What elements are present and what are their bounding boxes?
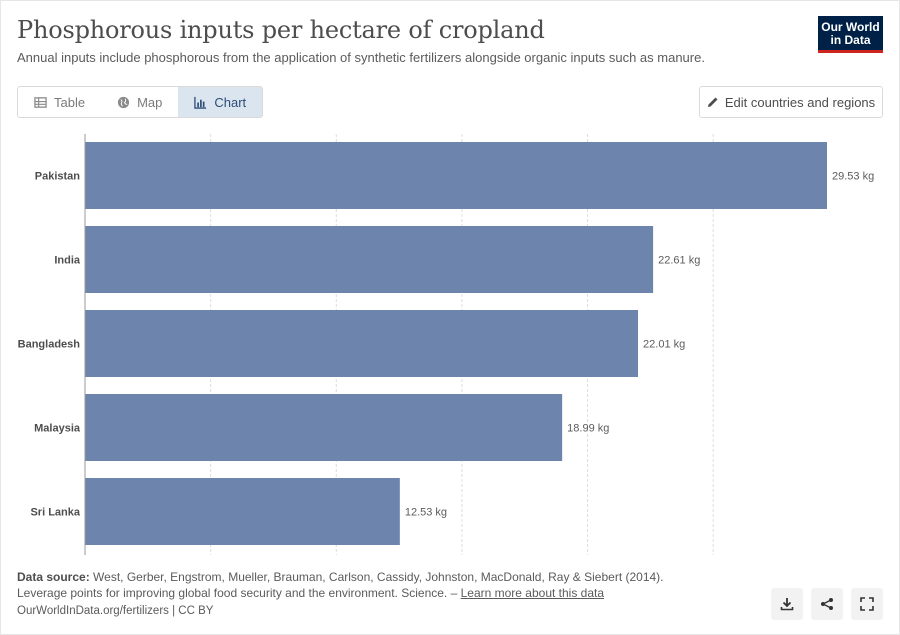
bar-pakistan[interactable] xyxy=(85,142,827,209)
owid-logo[interactable]: Our World in Data xyxy=(818,16,883,53)
logo-line2: in Data xyxy=(830,33,871,47)
value-label: 22.01 kg xyxy=(643,339,685,351)
share-button[interactable] xyxy=(811,588,843,620)
download-icon xyxy=(780,598,794,611)
table-icon xyxy=(34,96,47,108)
tab-table-label: Table xyxy=(54,94,86,110)
bar-sri-lanka[interactable] xyxy=(85,478,400,545)
category-label: Sri Lanka xyxy=(30,507,80,519)
fullscreen-icon xyxy=(860,597,874,611)
learn-more-link[interactable]: Learn more about this data xyxy=(460,586,605,600)
bar-chart: Pakistan 29.53 kg India 22.61 kg Bangladesh 2… xyxy=(18,134,874,555)
category-label: Malaysia xyxy=(34,423,81,435)
pencil-icon xyxy=(707,97,718,107)
value-label: 12.53 kg xyxy=(405,507,447,519)
globe-icon xyxy=(118,96,130,108)
chart-icon xyxy=(194,96,207,109)
fullscreen-button[interactable] xyxy=(851,588,883,620)
page-subtitle: Annual inputs include phosphorous from t… xyxy=(17,50,705,65)
share-icon xyxy=(821,598,833,610)
edit-countries-button[interactable]: Edit countries and regions xyxy=(699,86,883,118)
bar-malaysia[interactable] xyxy=(85,394,563,461)
category-label: India xyxy=(54,255,81,267)
bar-bangladesh[interactable] xyxy=(85,310,639,377)
value-label: 29.53 kg xyxy=(832,171,874,183)
tab-map-label: Map xyxy=(137,94,163,110)
data-source: Data source: West, Gerber, Engstrom, Mue… xyxy=(17,569,737,601)
tab-table[interactable]: Table xyxy=(18,87,101,117)
tab-chart-label: Chart xyxy=(214,94,247,110)
category-label: Bangladesh xyxy=(18,339,81,351)
view-tabs: Table Map Chart xyxy=(17,86,264,118)
tab-map[interactable]: Map xyxy=(101,87,178,117)
logo-line1: Our World xyxy=(821,20,880,34)
edit-countries-label: Edit countries and regions xyxy=(724,94,876,110)
category-label: Pakistan xyxy=(35,171,81,183)
source-text-2: Leverage points for improving global foo… xyxy=(17,586,461,600)
source-text: West, Gerber, Engstrom, Mueller, Brauman… xyxy=(89,570,664,584)
value-label: 18.99 kg xyxy=(567,423,609,435)
value-label: 22.61 kg xyxy=(658,255,700,267)
bars-layer: Pakistan 29.53 kg India 22.61 kg Bangladesh 2… xyxy=(18,142,874,545)
source-label: Data source: xyxy=(17,570,90,584)
download-button[interactable] xyxy=(771,588,803,620)
page-title: Phosphorous inputs per hectare of cropla… xyxy=(17,16,545,44)
bar-india[interactable] xyxy=(85,226,654,293)
tab-chart[interactable]: Chart xyxy=(178,87,263,117)
source-url[interactable]: OurWorldInData.org/fertilizers | CC BY xyxy=(17,605,214,617)
